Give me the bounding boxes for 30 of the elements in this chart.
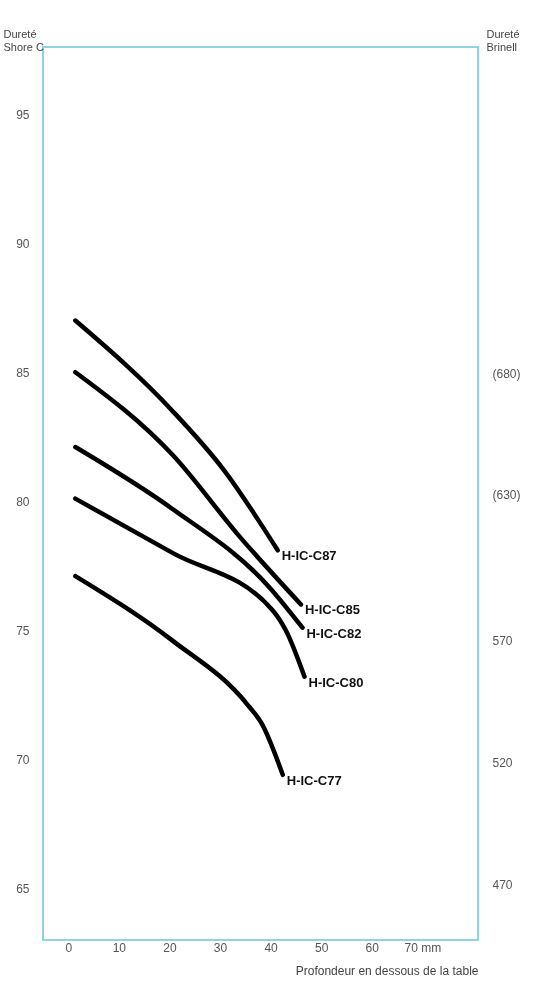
x-axis-title: Profondeur en dessous de la table <box>295 963 479 978</box>
line-series <box>73 573 286 778</box>
x-tick-label: 40 <box>264 940 279 955</box>
y-tick-label: 75 <box>16 623 30 638</box>
series-label: H-IC-C80 <box>308 674 364 690</box>
y-tick-label: 70 <box>16 752 30 767</box>
y2-axis-title: Dureté Brinell <box>486 27 520 53</box>
y-tick-label: 65 <box>16 881 30 896</box>
x-tick-label: 70 mm <box>404 940 442 955</box>
y2-tick-label: (680) <box>492 366 521 381</box>
x-tick-label: 0 <box>65 940 73 955</box>
y2-tick-label: 470 <box>492 877 513 892</box>
y-axis-title: Dureté Shore C <box>3 27 44 53</box>
x-tick-label: 10 <box>112 940 127 955</box>
x-tick-label: 60 <box>365 940 380 955</box>
y-tick-label: 95 <box>16 107 30 122</box>
series-label: H-IC-C82 <box>306 625 362 641</box>
y-tick-label: 85 <box>16 365 30 380</box>
y-tick-label: 80 <box>16 494 30 509</box>
series-label: H-IC-C85 <box>304 602 360 618</box>
series-label: H-IC-C87 <box>281 548 337 564</box>
x-tick-label: 20 <box>163 940 177 955</box>
series-label: H-IC-C77 <box>286 772 342 788</box>
y2-tick-label: (630) <box>492 488 521 503</box>
y2-tick-label: 570 <box>492 634 513 649</box>
x-tick-label: 30 <box>213 940 228 955</box>
y2-tick-label: 520 <box>492 755 513 770</box>
y-tick-label: 90 <box>16 236 30 251</box>
line-series <box>73 318 280 553</box>
x-tick-label: 50 <box>315 940 329 955</box>
